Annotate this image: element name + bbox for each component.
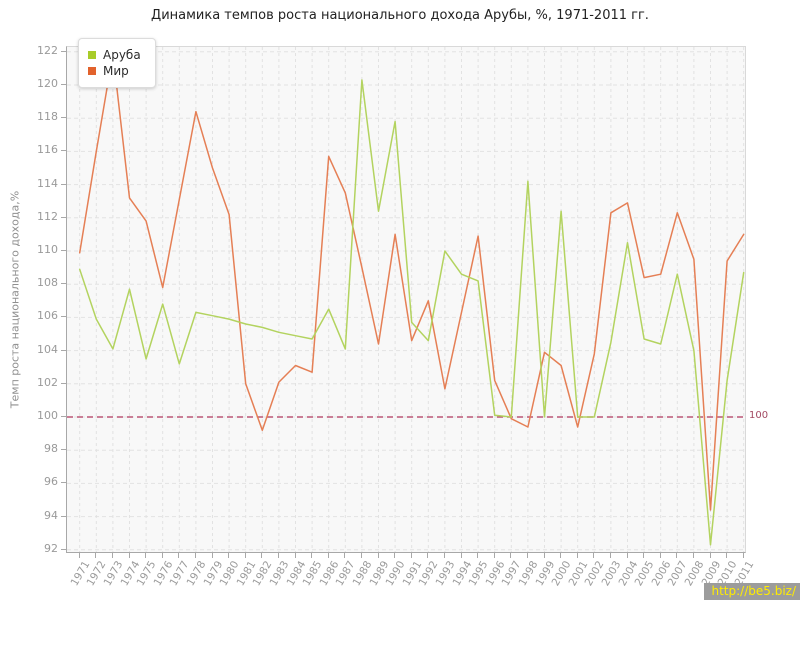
refline-label: 100 (749, 410, 769, 421)
y-axis-tick (61, 50, 66, 52)
y-axis-tick (61, 482, 66, 484)
x-axis-tick (460, 553, 462, 558)
y-axis-tick-label: 98 (44, 442, 58, 456)
x-axis-tick (493, 553, 495, 558)
x-axis-tick (427, 553, 429, 558)
y-axis-tick (61, 515, 66, 517)
y-axis-tick-label: 106 (37, 309, 58, 323)
y-axis-tick (61, 548, 66, 550)
y-axis-tick (61, 216, 66, 218)
y-axis-tick-label: 104 (37, 342, 58, 356)
y-axis-tick-label: 120 (37, 77, 58, 90)
legend-item-world[interactable]: Мир (88, 64, 141, 78)
y-axis-tick-label: 108 (37, 276, 58, 290)
x-axis-tick (742, 553, 744, 558)
y-axis-tick (61, 283, 66, 285)
x-axis-tick (161, 553, 163, 558)
chart-title: Динамика темпов роста национального дохо… (151, 8, 649, 23)
x-axis-tick (194, 553, 196, 558)
y-axis-tick-label: 94 (44, 508, 58, 522)
y-axis-tick-label: 96 (44, 475, 58, 489)
series-line-aruba (78, 79, 745, 546)
plot-area (66, 46, 746, 553)
y-axis-tick-label: 116 (37, 143, 58, 157)
y-axis-tick-label: 92 (44, 541, 58, 555)
x-axis-tick (543, 553, 545, 558)
plot-canvas (67, 47, 745, 552)
x-axis-tick (178, 553, 180, 558)
legend-item-label: Аруба (103, 48, 141, 62)
x-axis-tick (726, 553, 728, 558)
y-axis-tick (61, 416, 66, 417)
x-axis-tick (394, 553, 396, 558)
y-axis-tick (61, 84, 66, 85)
legend: Аруба Мир (78, 38, 156, 88)
x-axis-tick (526, 553, 528, 558)
x-axis-tick (211, 553, 213, 558)
x-axis-tick (643, 553, 645, 558)
x-axis-tick (410, 553, 412, 558)
series-line-world (78, 52, 745, 511)
legend-item-label: Мир (103, 64, 129, 78)
y-axis-tick (61, 449, 66, 451)
y-axis-tick-label: 100 (37, 409, 58, 422)
x-axis-tick (709, 553, 711, 558)
legend-marker-aruba (88, 51, 96, 59)
legend-item-aruba[interactable]: Аруба (88, 48, 141, 62)
legend-marker-world (88, 67, 96, 75)
x-axis-tick (510, 553, 512, 558)
x-axis-tick (659, 553, 661, 558)
x-axis-tick (692, 553, 694, 558)
y-axis-tick (61, 382, 66, 384)
chart-page: { "title": "Динамика темпов роста национ… (8, 8, 800, 600)
x-axis-tick (477, 553, 479, 558)
y-axis-tick-label: 112 (37, 209, 58, 223)
x-axis-tick (360, 553, 362, 558)
x-axis-tick (145, 553, 147, 558)
x-axis-tick (294, 553, 296, 558)
y-axis-tick (61, 150, 66, 152)
x-axis-tick (228, 553, 230, 558)
x-axis-tick (609, 553, 611, 558)
y-axis-tick-label: 122 (37, 43, 58, 57)
y-axis-tick (61, 250, 66, 251)
x-axis-tick (311, 553, 313, 558)
x-axis-tick (676, 553, 678, 558)
x-axis-tick (327, 553, 329, 558)
y-axis-tick-label: 110 (37, 243, 58, 256)
y-axis-tick (61, 183, 66, 185)
x-axis-tick (111, 553, 113, 558)
x-axis-tick (95, 553, 97, 558)
y-axis-tick-label: 102 (37, 375, 58, 389)
y-axis-tick (61, 316, 66, 318)
y-axis-tick (61, 117, 66, 119)
watermark-link[interactable]: http://be5.biz/ (704, 583, 800, 600)
x-axis-tick (560, 553, 562, 558)
x-axis-tick (244, 553, 246, 558)
x-axis-tick (377, 553, 379, 558)
x-axis-tick (261, 553, 263, 558)
y-axis-tick-label: 114 (37, 176, 58, 190)
x-axis-tick (344, 553, 346, 558)
x-axis-tick (443, 553, 445, 558)
x-axis-tick (576, 553, 578, 558)
x-axis-tick (277, 553, 279, 558)
y-axis-tick-label: 118 (37, 110, 58, 124)
x-axis-tick (78, 553, 80, 558)
x-axis-tick (128, 553, 130, 558)
x-axis-tick (593, 553, 595, 558)
y-axis-title: Темп роста национального дохода,% (8, 190, 22, 409)
y-axis-tick (61, 349, 66, 351)
x-axis-tick (626, 553, 628, 558)
